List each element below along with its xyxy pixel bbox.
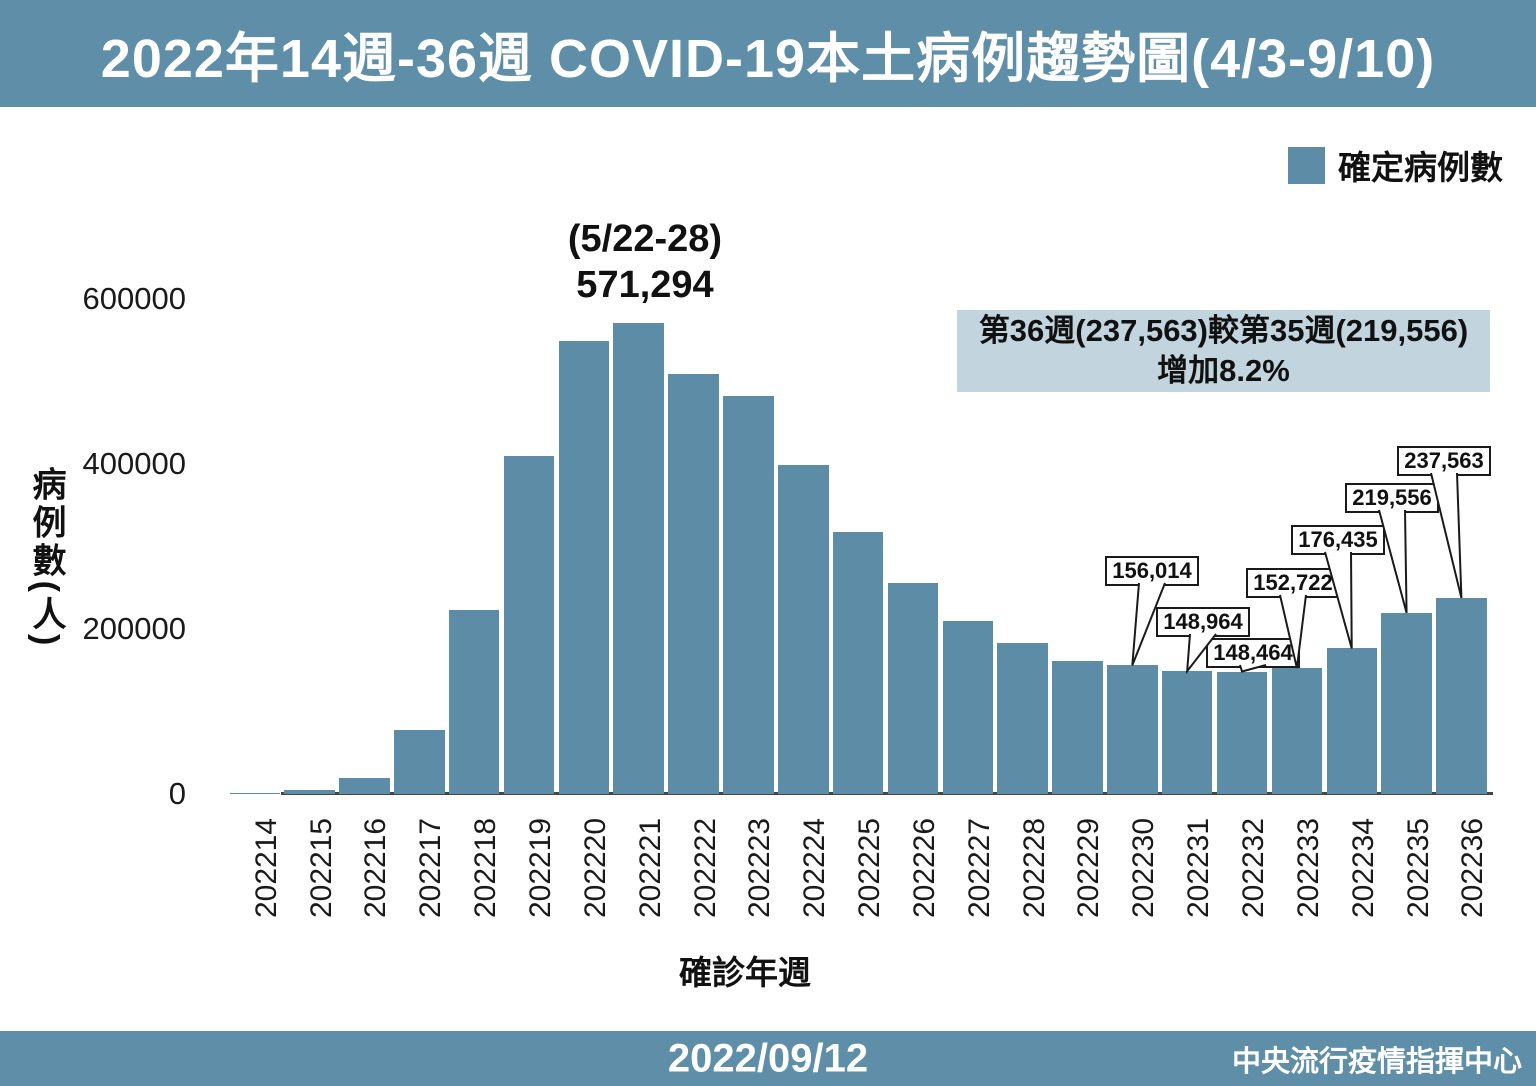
x-tick-label-202228: 202228: [1017, 817, 1051, 919]
legend-swatch: [1288, 146, 1325, 184]
bar-202219: [503, 455, 555, 794]
bar-202227: [942, 620, 994, 794]
x-tick-label-202233: 202233: [1291, 817, 1325, 919]
x-tick-label-202236: 202236: [1456, 817, 1490, 919]
x-tick-label-202219: 202219: [523, 817, 557, 919]
bar-202232: [1216, 671, 1268, 794]
x-axis-title: 確診年週: [679, 954, 811, 991]
bar-202235: [1381, 612, 1432, 794]
x-tick-label-202234: 202234: [1346, 817, 1380, 919]
x-tick-label-202225: 202225: [853, 817, 887, 919]
bar-202233: [1271, 668, 1323, 794]
bar-202231: [1161, 671, 1213, 794]
x-tick-label-202222: 202222: [688, 817, 722, 919]
peak-annotation-value: 571,294: [576, 264, 714, 306]
bar-202218: [448, 610, 500, 794]
bar-202214: [229, 792, 280, 794]
x-tick-label-202217: 202217: [414, 817, 448, 919]
x-tick-label-202227: 202227: [962, 817, 996, 919]
callout-202235: 219,556: [1345, 483, 1439, 513]
x-tick-label-202230: 202230: [1127, 817, 1161, 919]
callout-202232: 148,464: [1206, 638, 1300, 668]
bar-202226: [887, 582, 939, 794]
y-tick-label: 400000: [82, 446, 186, 481]
x-tick-label-202224: 202224: [798, 817, 832, 919]
footer-org: 中央流行疫情指揮中心: [1231, 1045, 1522, 1078]
callout-202231: 148,964: [1156, 607, 1250, 637]
x-tick-label-202226: 202226: [907, 817, 941, 919]
y-tick-label: 600000: [82, 281, 186, 316]
bar-202215: [284, 790, 335, 794]
bar-202228: [997, 643, 1048, 794]
bar-202217: [394, 729, 445, 794]
x-tick-label-202223: 202223: [743, 817, 777, 919]
x-axis-line: [281, 792, 1493, 795]
x-tick-label-202216: 202216: [359, 817, 393, 919]
comparison-note: 第36週(237,563)較第35週(219,556) 增加8.2%: [957, 310, 1490, 392]
page-title: 2022年14週-36週 COVID-19本土病例趨勢圖(4/3-9/10): [100, 29, 1436, 89]
comparison-note-line1: 第36週(237,563)較第35週(219,556): [978, 313, 1469, 348]
callout-pointer-202234: [1324, 551, 1353, 649]
legend-label: 確定病例數: [1338, 149, 1503, 186]
legend: 確定病例數: [1288, 141, 1503, 189]
x-tick-label-202214: 202214: [249, 817, 283, 919]
callout-202230: 156,014: [1105, 556, 1199, 586]
bar-202220: [558, 341, 610, 794]
bar-202224: [778, 464, 829, 794]
bar-202223: [723, 396, 774, 794]
peak-annotation: (5/22-28) 571,294: [568, 216, 722, 308]
y-axis-title: 病例數(人): [27, 466, 65, 650]
bar-202216: [339, 777, 390, 794]
footer-date: 2022/09/12: [667, 1036, 869, 1080]
bar-202236: [1436, 598, 1487, 794]
bar-202234: [1326, 648, 1377, 794]
bar-202229: [1052, 661, 1103, 794]
bar-202221: [613, 322, 664, 794]
callout-202234: 176,435: [1291, 525, 1385, 555]
callout-202236: 237,563: [1397, 446, 1491, 476]
y-tick-label: 0: [168, 776, 186, 811]
x-tick-label-202221: 202221: [633, 817, 667, 919]
bar-202222: [668, 374, 719, 794]
x-tick-label-202218: 202218: [469, 817, 503, 919]
x-tick-label-202229: 202229: [1072, 817, 1106, 919]
bar-202230: [1107, 665, 1158, 794]
peak-annotation-range: (5/22-28): [567, 218, 723, 260]
title-bar: 2022年14週-36週 COVID-19本土病例趨勢圖(4/3-9/10): [0, 0, 1536, 107]
callout-202233: 152,722: [1246, 568, 1340, 598]
x-tick-label-202220: 202220: [578, 817, 612, 919]
footer-bar: 2022/09/12 中央流行疫情指揮中心: [0, 1031, 1536, 1086]
y-tick-label: 200000: [82, 611, 186, 646]
x-tick-label-202215: 202215: [304, 817, 338, 919]
bar-202225: [832, 532, 884, 794]
x-tick-label-202235: 202235: [1401, 817, 1435, 919]
x-tick-label-202232: 202232: [1237, 817, 1270, 919]
x-tick-label-202231: 202231: [1182, 817, 1216, 919]
comparison-note-line2: 增加8.2%: [1157, 353, 1290, 388]
